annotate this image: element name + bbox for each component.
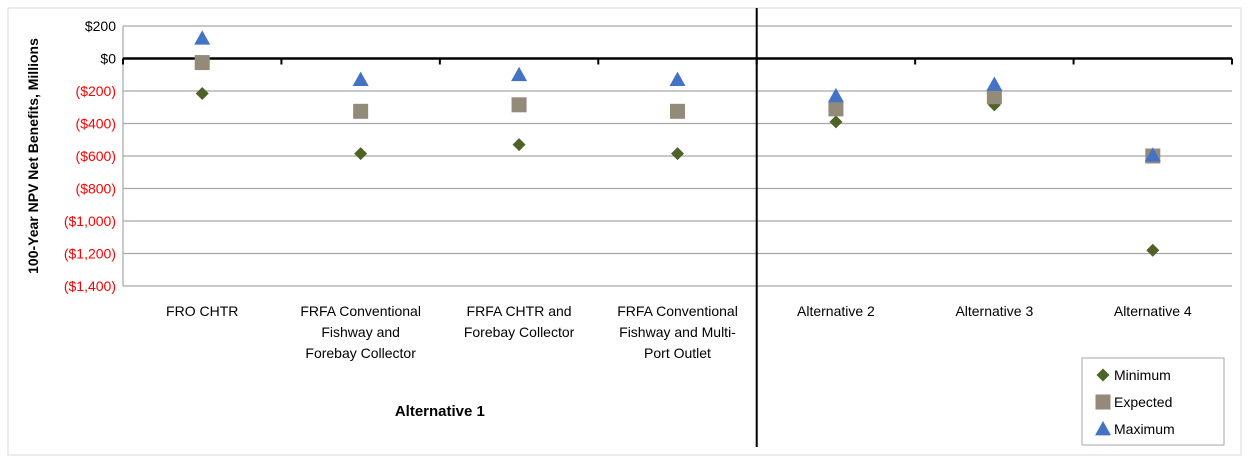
chart-border	[7, 7, 1242, 456]
y-axis-label: 100-Year NPV Net Benefits, Millions	[25, 38, 41, 274]
point-expected	[986, 89, 1002, 105]
y-tick-label: ($1,200)	[64, 246, 116, 262]
x-category-label: FRO CHTR	[166, 303, 238, 319]
x-axis-categories: FRO CHTR FRFA Conventional Fishway and Fore…	[166, 303, 1192, 361]
point-maximum	[669, 71, 686, 87]
x-category-label: Alternative 4	[1114, 303, 1192, 319]
point-maximum	[827, 87, 844, 103]
legend-label-expected: Expected	[1114, 394, 1172, 410]
point-minimum	[512, 138, 526, 152]
data-points	[194, 30, 1161, 257]
point-expected	[828, 101, 844, 117]
point-minimum	[1146, 243, 1160, 257]
group-label: Alternative 1	[395, 403, 485, 420]
y-tick-label: $0	[100, 51, 116, 67]
legend-marker-maximum	[1095, 421, 1111, 436]
x-category-label: Alternative 2	[797, 303, 875, 319]
point-minimum	[195, 86, 209, 100]
x-category-label: FRFA Conventional Fishway and Multi-Port …	[617, 303, 738, 361]
point-maximum	[194, 30, 211, 45]
point-maximum	[1144, 147, 1161, 162]
y-axis-ticks: $200 $0 ($200) ($400) ($600) ($800) ($1,000) ($…	[64, 18, 116, 294]
point-expected	[353, 103, 369, 119]
x-category-label: FRFA CHTR and Forebay Collector	[464, 303, 575, 340]
point-expected	[670, 103, 685, 119]
legend-label-minimum: Minimum	[1114, 367, 1171, 383]
point-maximum	[511, 66, 528, 82]
y-tick-label: ($1,000)	[64, 213, 116, 229]
y-tick-label: ($200)	[76, 83, 116, 99]
x-category-label: Alternative 3	[955, 303, 1033, 319]
point-expected	[194, 55, 210, 71]
y-tick-label: ($400)	[76, 116, 116, 132]
y-tick-label: ($1,400)	[64, 278, 116, 294]
y-tick-label: ($600)	[76, 148, 116, 164]
legend-label-maximum: Maximum	[1114, 421, 1175, 437]
point-maximum	[352, 71, 369, 87]
point-expected	[511, 97, 527, 113]
gridlines	[122, 8, 1233, 447]
x-category-label: FRFA Conventional Fishway and Forebay Coll…	[300, 303, 421, 361]
legend: Minimum Expected Maximum	[1081, 357, 1225, 446]
y-tick-label: ($800)	[76, 181, 116, 197]
point-minimum	[829, 115, 843, 129]
point-maximum	[986, 76, 1003, 91]
y-tick-label: $200	[85, 18, 116, 34]
point-minimum	[354, 147, 368, 161]
point-minimum	[671, 147, 684, 161]
legend-marker-minimum	[1096, 368, 1110, 382]
legend-marker-expected	[1095, 394, 1111, 410]
